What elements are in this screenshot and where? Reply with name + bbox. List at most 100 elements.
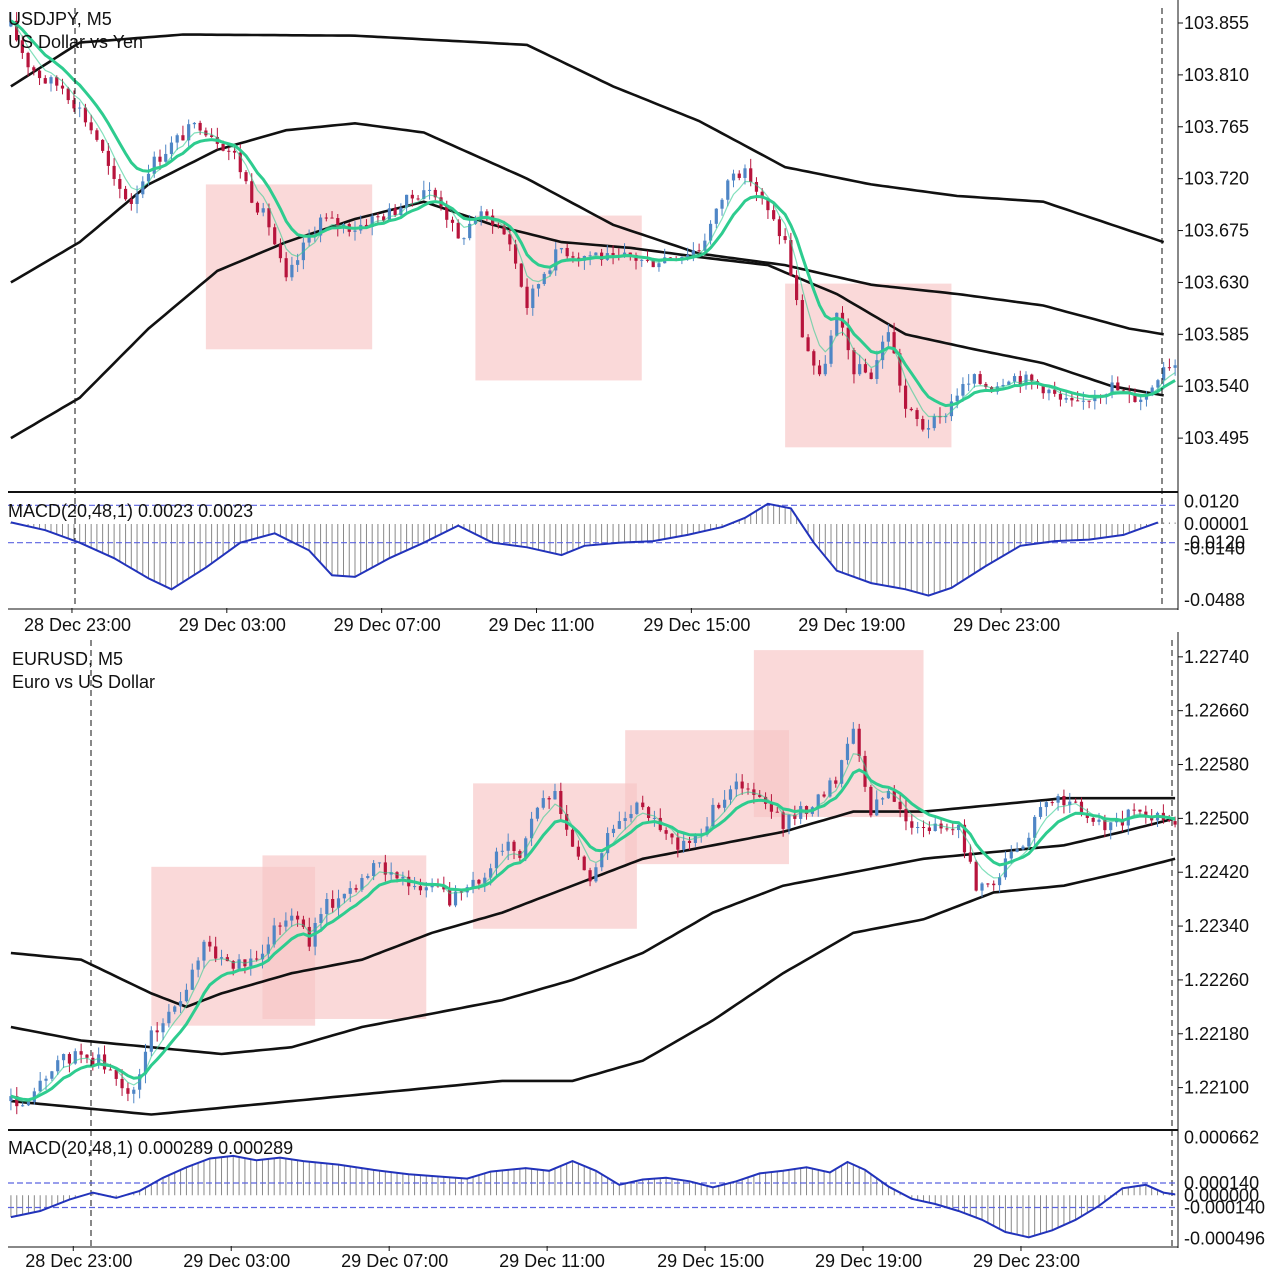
eurusd-candle-body bbox=[161, 1023, 165, 1033]
usdjpy-price-tick: 103.720 bbox=[1184, 169, 1249, 189]
eurusd-candle-body bbox=[646, 807, 651, 818]
usdjpy-candle-body bbox=[32, 67, 36, 71]
usdjpy-candle-body bbox=[364, 224, 369, 228]
usdjpy-candle-body bbox=[772, 210, 776, 220]
usdjpy-candle-body bbox=[645, 259, 650, 261]
usdjpy-candle-body bbox=[519, 263, 523, 287]
eurusd-candle-body bbox=[1074, 801, 1078, 803]
eurusd-candle-body bbox=[44, 1078, 48, 1081]
usdjpy-candle-body bbox=[628, 252, 632, 255]
eurusd-candle-body bbox=[512, 841, 516, 852]
eurusd-price-tick: 1.22420 bbox=[1184, 862, 1249, 882]
eurusd-candle-body bbox=[173, 1006, 177, 1012]
usdjpy-ema-line bbox=[10, 20, 1176, 418]
usdjpy-candle-body bbox=[1001, 384, 1005, 387]
usdjpy-candle-body bbox=[399, 207, 403, 216]
usdjpy-candle-body bbox=[657, 263, 661, 268]
usdjpy-candle-body bbox=[640, 259, 644, 261]
usdjpy-candle-body bbox=[1116, 382, 1120, 391]
usdjpy-candle-body bbox=[261, 208, 265, 213]
usdjpy-candle-body bbox=[60, 85, 65, 89]
usdjpy-price-tick: 103.630 bbox=[1184, 272, 1249, 292]
eurusd-candle-body bbox=[781, 812, 785, 829]
usdjpy-candle-body bbox=[227, 150, 231, 152]
eurusd-price-axis: 1.22740 1.22660 1.22580 1.22500 1.22420 1.223… bbox=[1177, 632, 1249, 1248]
usdjpy-candle-body bbox=[1087, 400, 1091, 402]
eurusd-ema-line bbox=[10, 753, 1176, 1103]
eurusd-candle-body bbox=[705, 826, 709, 835]
usdjpy-candle-body bbox=[926, 428, 931, 430]
eurusd-candle-body bbox=[840, 760, 844, 784]
usdjpy-candle-body bbox=[932, 416, 936, 429]
usdjpy-candle-body bbox=[462, 238, 466, 240]
eurusd-candle-body bbox=[214, 946, 218, 959]
usdjpy-candle-body bbox=[737, 173, 741, 178]
usdjpy-price-tick: 103.675 bbox=[1184, 221, 1249, 241]
eurusd-candle-body bbox=[606, 833, 610, 854]
usdjpy-candle-body bbox=[531, 288, 535, 308]
eurusd-ema-lines bbox=[10, 640, 1176, 1246]
usdjpy-candle-body bbox=[164, 153, 168, 162]
eurusd-symbol-label: EURUSD, M5 bbox=[12, 649, 123, 669]
eurusd-ma-line bbox=[10, 817, 1176, 1056]
eurusd-candle-body bbox=[980, 883, 984, 891]
usdjpy-candle-body bbox=[525, 286, 529, 308]
usdjpy-candle-body bbox=[485, 211, 489, 216]
eurusd-candle-body bbox=[986, 883, 990, 885]
usdjpy-candle-body bbox=[187, 124, 191, 141]
usdjpy-candle-body bbox=[141, 181, 145, 195]
usdjpy-macd-tick: 0.00001 bbox=[1184, 514, 1249, 534]
eurusd-price-tick: 1.22660 bbox=[1184, 701, 1249, 721]
eurusd-candle-body bbox=[892, 790, 896, 802]
eurusd-price-tick: 1.22180 bbox=[1184, 1024, 1249, 1044]
usdjpy-candle-body bbox=[1012, 376, 1017, 382]
usdjpy-candle-body bbox=[55, 77, 59, 86]
usdjpy-price-tick: 103.585 bbox=[1184, 324, 1249, 344]
eurusd-price-tick: 1.22100 bbox=[1184, 1078, 1249, 1098]
usdjpy-candle-body bbox=[26, 52, 30, 68]
eurusd-price-tick: 1.22500 bbox=[1184, 808, 1249, 828]
eurusd-candle-body bbox=[120, 1078, 124, 1089]
eurusd-candle-body bbox=[927, 827, 931, 832]
eurusd-candle-body bbox=[108, 1069, 112, 1071]
usdjpy-candle-body bbox=[1150, 387, 1154, 396]
usdjpy-candle-body bbox=[169, 142, 174, 154]
usdjpy-time-label: 29 Dec 03:00 bbox=[179, 615, 286, 635]
usdjpy-candle-body bbox=[387, 208, 391, 221]
eurusd-moving-averages bbox=[10, 796, 1176, 1116]
eurusd-candle-body bbox=[711, 804, 715, 827]
usdjpy-candle-body bbox=[817, 365, 822, 375]
usdjpy-candle-body bbox=[106, 150, 110, 166]
eurusd-candle-body bbox=[834, 780, 838, 784]
usdjpy-candle-body bbox=[892, 332, 896, 354]
usdjpy-candle-body bbox=[1041, 384, 1045, 394]
usdjpy-candle-body bbox=[445, 206, 449, 220]
usdjpy-candle-body bbox=[101, 139, 105, 151]
usdjpy-candle-body bbox=[267, 208, 271, 228]
eurusd-candle-body bbox=[494, 851, 499, 869]
eurusd-candle-body bbox=[67, 1054, 72, 1064]
eurusd-candle-body bbox=[1050, 802, 1054, 804]
eurusd-price-tick: 1.22340 bbox=[1184, 916, 1249, 936]
eurusd-candle-body bbox=[869, 786, 873, 816]
eurusd-candle-body bbox=[1138, 809, 1142, 812]
usdjpy-candle-body bbox=[433, 189, 437, 198]
eurusd-zone bbox=[473, 783, 637, 929]
eurusd-candle-body bbox=[898, 801, 902, 810]
eurusd-macd-tick: 0.000140 bbox=[1184, 1173, 1259, 1193]
usdjpy-ma-line bbox=[10, 33, 1165, 244]
usdjpy-zone bbox=[785, 283, 952, 448]
eurusd-candle-body bbox=[126, 1088, 130, 1094]
usdjpy-candle-body bbox=[410, 194, 414, 199]
usdjpy-price-tick: 103.765 bbox=[1184, 117, 1249, 137]
eurusd-candle-body bbox=[1132, 809, 1136, 811]
usdjpy-time-axis: 28 Dec 23:00 29 Dec 03:00 29 Dec 07:00 29 D… bbox=[24, 608, 1060, 635]
usdjpy-candle-body bbox=[238, 152, 242, 173]
usdjpy-candle-body bbox=[95, 130, 99, 140]
eurusd-zone bbox=[262, 855, 427, 1019]
eurusd-candle-body bbox=[278, 925, 282, 927]
eurusd-candle-body bbox=[50, 1071, 54, 1079]
eurusd-candle-body bbox=[553, 791, 557, 800]
eurusd-candle-body bbox=[290, 915, 294, 921]
